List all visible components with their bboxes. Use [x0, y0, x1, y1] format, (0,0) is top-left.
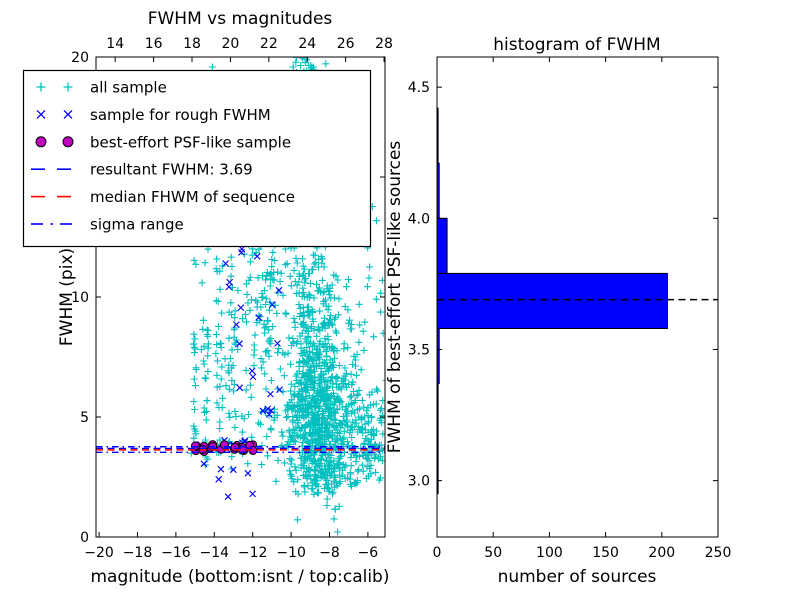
scatter-tick-labels: −20 −18 −16 −14 −12 −10 −8 −6 14 16 18 20 22 24 26 28 0 5… [71, 36, 393, 561]
legend-label: median FHWM of sequence [90, 188, 295, 206]
tick-label: 14 [106, 36, 124, 52]
legend-entries: all sample sample for rough FWHM best-effo… [31, 79, 295, 234]
histogram-xlabel: number of sources [498, 567, 657, 587]
legend-label: sample for rough FWHM [90, 106, 271, 124]
histogram-plot: 0 50 100 150 200 250 3.0 3.5 4.0 4.5 histogram of… [385, 35, 731, 587]
scatter-title: FWHM vs magnitudes [148, 9, 333, 29]
tick-label: −12 [238, 545, 268, 561]
legend-entry: resultant FWHM: 3.69 [31, 161, 253, 179]
tick-label: 26 [337, 36, 355, 52]
tick-label: 200 [648, 545, 675, 561]
histogram-title: histogram of FWHM [493, 35, 660, 55]
scatter-ylabel: FWHM (pix) [57, 248, 77, 346]
tick-label: 24 [298, 36, 316, 52]
tick-label: 18 [183, 36, 201, 52]
plus-icon [36, 82, 46, 92]
tick-label: −18 [123, 545, 153, 561]
scatter-plot: −20 −18 −16 −14 −12 −10 −8 −6 14 16 18 20 22 24 26 28 0 5… [57, 9, 393, 587]
tick-label: 150 [592, 545, 619, 561]
legend-entry: best-effort PSF-like sample [35, 133, 291, 151]
legend-entry: sigma range [31, 216, 184, 234]
tick-label: 16 [145, 36, 163, 52]
tick-label: 20 [222, 36, 240, 52]
tick-label: 10 [71, 290, 89, 306]
tick-label: −16 [161, 545, 191, 561]
tick-label: −6 [358, 545, 379, 561]
tick-label: 250 [705, 545, 732, 561]
histogram-bar [437, 217, 448, 274]
legend-entry: sample for rough FWHM [36, 106, 271, 124]
tick-label: 4.5 [408, 80, 430, 96]
circle-icon [35, 136, 47, 148]
tick-label: −10 [276, 545, 306, 561]
tick-label: 20 [71, 50, 89, 66]
all-sample-marker-path [187, 57, 385, 536]
tick-label: −20 [84, 545, 114, 561]
histogram-bar [437, 272, 668, 329]
legend: all sample sample for rough FWHM best-effo… [22, 69, 372, 248]
scatter-xlabel: magnitude (bottom:isnt / top:calib) [91, 567, 390, 587]
tick-label: 0 [80, 530, 89, 546]
tick-label: 28 [375, 36, 393, 52]
tick-label: −14 [200, 545, 230, 561]
tick-label: 5 [80, 410, 89, 426]
tick-label: 100 [536, 545, 563, 561]
histogram-axes-frame [436, 56, 719, 538]
legend-label: all sample [90, 79, 167, 97]
histogram-bars [437, 107, 668, 495]
legend-label: resultant FWHM: 3.69 [90, 161, 253, 179]
histogram-ylabel: FWHM of best-effort PSF-like sources [385, 141, 405, 454]
tick-label: 22 [260, 36, 278, 52]
legend-box [22, 69, 372, 248]
tick-label: 3.0 [408, 474, 430, 490]
circle-icon [62, 136, 74, 148]
histogram-axis-ticks [436, 57, 719, 537]
tick-label: −8 [319, 545, 340, 561]
tick-label: 3.5 [408, 342, 430, 358]
legend-label: sigma range [90, 216, 184, 234]
cross-icon [63, 109, 73, 119]
psf-like-marker [220, 440, 229, 450]
plus-icon [63, 82, 73, 92]
cross-icon [36, 109, 46, 119]
histogram-bar [437, 107, 439, 164]
legend-entry: all sample [36, 79, 167, 97]
tick-label: 50 [484, 545, 502, 561]
legend-label: best-effort PSF-like sample [90, 133, 291, 151]
all-sample-points [187, 57, 385, 536]
legend-entry: median FHWM of sequence [31, 188, 295, 206]
tick-label: 4.0 [408, 211, 430, 227]
tick-label: 0 [433, 545, 442, 561]
histogram-tick-labels: 0 50 100 150 200 250 3.0 3.5 4.0 4.5 [408, 80, 732, 561]
scatter-axis-ticks [96, 56, 385, 538]
fwhm-reference-lines [96, 446, 385, 453]
